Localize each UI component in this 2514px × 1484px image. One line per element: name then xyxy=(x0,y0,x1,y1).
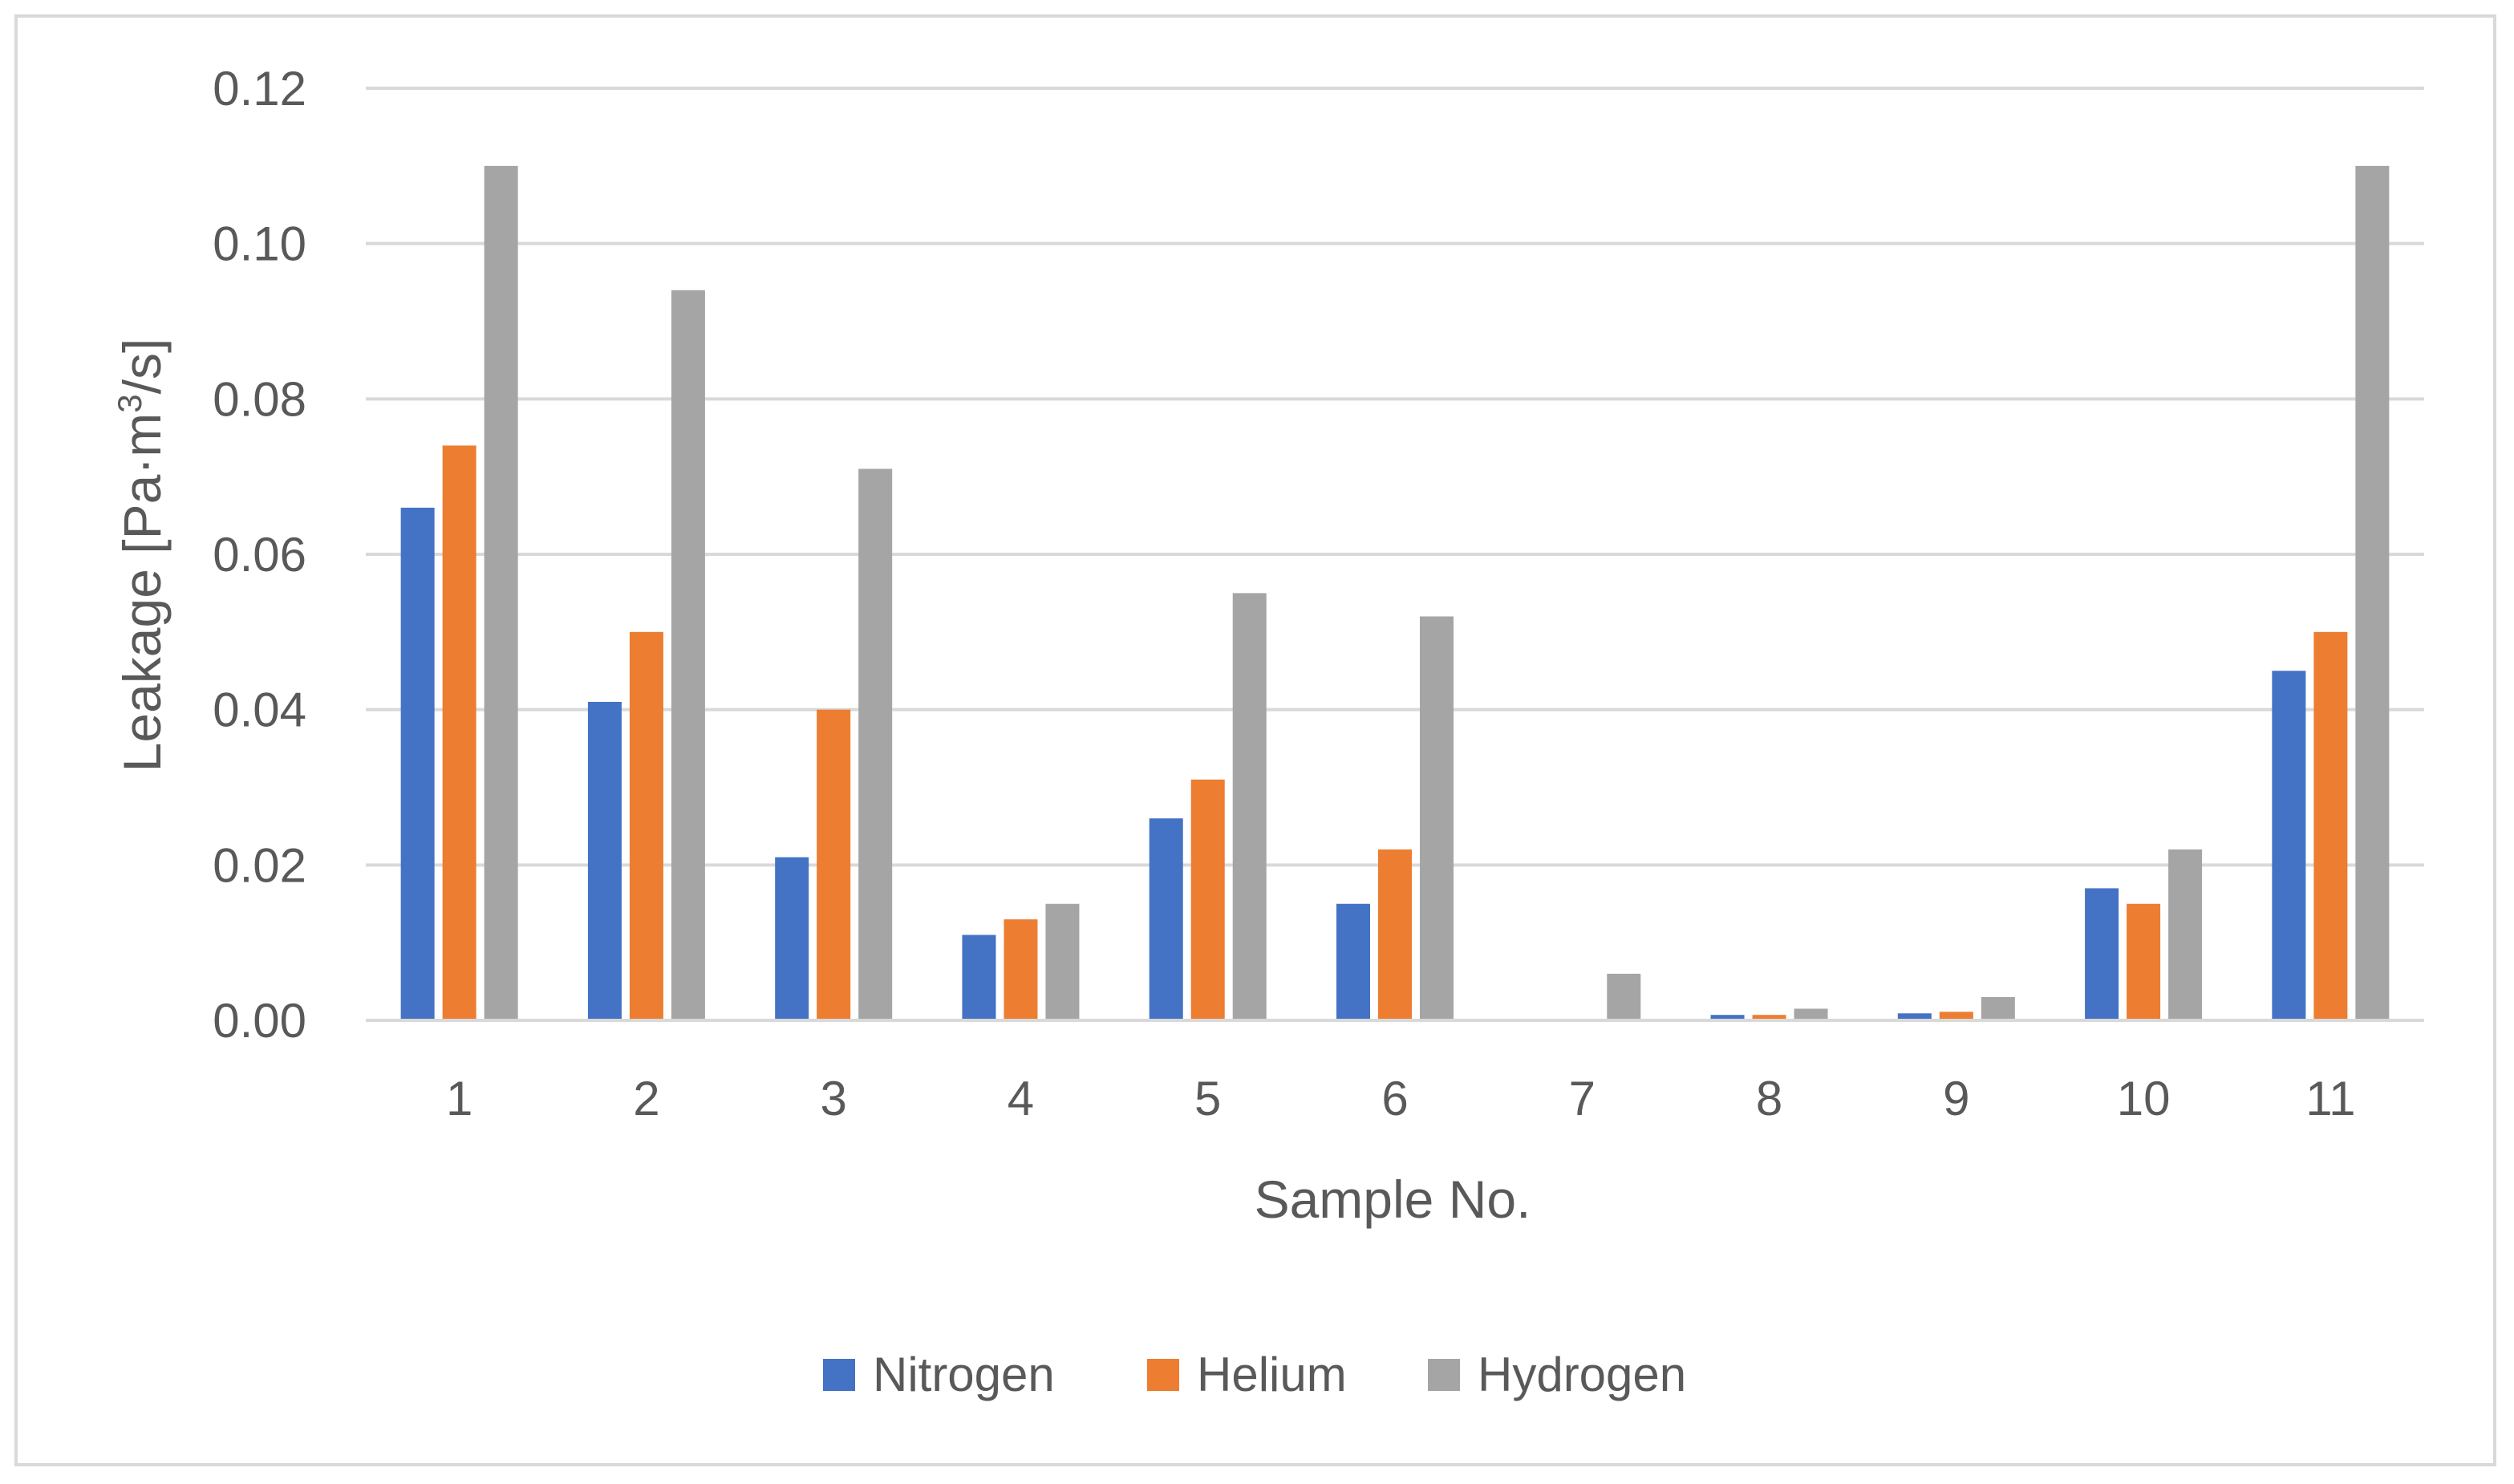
bar-helium-sample-6 xyxy=(1378,849,1412,1020)
bar-helium-sample-9 xyxy=(1939,1012,1973,1020)
legend-label-nitrogen: Nitrogen xyxy=(873,1348,1055,1401)
x-tick-label-7: 7 xyxy=(1569,1072,1596,1125)
bar-helium-sample-5 xyxy=(1190,779,1225,1020)
x-tick-label-9: 9 xyxy=(1943,1072,1969,1125)
bar-hydrogen-sample-4 xyxy=(1045,903,1080,1020)
y-axis-title-tail: /s] xyxy=(112,339,172,395)
x-axis-tick-labels: 1 2 3 4 5 6 7 8 9 10 11 xyxy=(446,1072,2356,1125)
bar-helium-sample-4 xyxy=(1004,919,1038,1020)
bar-nitrogen-sample-5 xyxy=(1149,818,1183,1020)
bar-hydrogen-sample-10 xyxy=(2168,849,2203,1020)
x-tick-label-1: 1 xyxy=(446,1072,472,1125)
bar-nitrogen-sample-9 xyxy=(1897,1013,1932,1020)
bar-hydrogen-sample-9 xyxy=(1981,996,2015,1020)
x-tick-label-6: 6 xyxy=(1381,1072,1408,1125)
y-tick-label-5: 0.10 xyxy=(213,217,306,271)
bar-nitrogen-sample-10 xyxy=(2085,888,2119,1020)
y-tick-label-6: 0.12 xyxy=(213,62,306,116)
y-axis-title: Leakage [Pa·m3/s] xyxy=(111,339,172,772)
bar-hydrogen-sample-3 xyxy=(858,468,893,1020)
bar-nitrogen-sample-3 xyxy=(775,857,809,1020)
x-tick-label-5: 5 xyxy=(1194,1072,1221,1125)
bar-nitrogen-sample-8 xyxy=(1710,1015,1745,1020)
x-tick-label-2: 2 xyxy=(633,1072,659,1125)
bar-hydrogen-sample-6 xyxy=(1420,616,1454,1020)
x-tick-label-10: 10 xyxy=(2117,1072,2171,1125)
bar-helium-sample-8 xyxy=(1752,1015,1786,1020)
x-axis-title: Sample No. xyxy=(1255,1170,1531,1229)
y-axis-title-main: Leakage [Pa·m xyxy=(112,413,172,772)
legend: Nitrogen Helium Hydrogen xyxy=(823,1348,1686,1401)
bar-hydrogen-sample-5 xyxy=(1232,593,1267,1020)
bars xyxy=(366,165,2424,1022)
x-tick-label-4: 4 xyxy=(1008,1072,1034,1125)
bar-hydrogen-sample-1 xyxy=(484,165,518,1020)
x-tick-label-3: 3 xyxy=(820,1072,846,1125)
bar-helium-sample-11 xyxy=(2313,631,2348,1020)
bar-nitrogen-sample-11 xyxy=(2272,671,2306,1020)
bar-nitrogen-sample-4 xyxy=(962,935,996,1020)
bar-helium-sample-3 xyxy=(817,709,851,1020)
legend-swatch-hydrogen xyxy=(1428,1359,1460,1391)
y-tick-label-1: 0.02 xyxy=(213,838,306,892)
legend-swatch-nitrogen xyxy=(823,1359,855,1391)
y-tick-label-2: 0.04 xyxy=(213,683,306,737)
bar-helium-sample-1 xyxy=(442,445,476,1020)
y-axis-tick-labels: 0.00 0.02 0.04 0.06 0.08 0.10 0.12 xyxy=(213,62,306,1048)
bar-helium-sample-10 xyxy=(2127,903,2161,1020)
bar-nitrogen-sample-1 xyxy=(400,507,435,1020)
bar-hydrogen-sample-8 xyxy=(1794,1008,1828,1020)
bar-helium-sample-2 xyxy=(629,631,663,1020)
bar-nitrogen-sample-2 xyxy=(587,701,622,1020)
bar-hydrogen-sample-7 xyxy=(1607,973,1641,1020)
legend-swatch-helium xyxy=(1147,1359,1179,1391)
bar-hydrogen-sample-2 xyxy=(671,290,705,1020)
y-axis-title-superscript: 3 xyxy=(111,394,148,412)
y-tick-label-3: 0.06 xyxy=(213,528,306,582)
x-tick-label-11: 11 xyxy=(2305,1072,2355,1125)
legend-label-helium: Helium xyxy=(1197,1348,1347,1401)
x-tick-label-8: 8 xyxy=(1756,1072,1782,1125)
y-tick-label-0: 0.00 xyxy=(213,994,306,1048)
bar-nitrogen-sample-6 xyxy=(1336,903,1370,1020)
legend-label-hydrogen: Hydrogen xyxy=(1478,1348,1686,1401)
bar-hydrogen-sample-11 xyxy=(2355,165,2390,1020)
y-tick-label-4: 0.08 xyxy=(213,372,306,426)
